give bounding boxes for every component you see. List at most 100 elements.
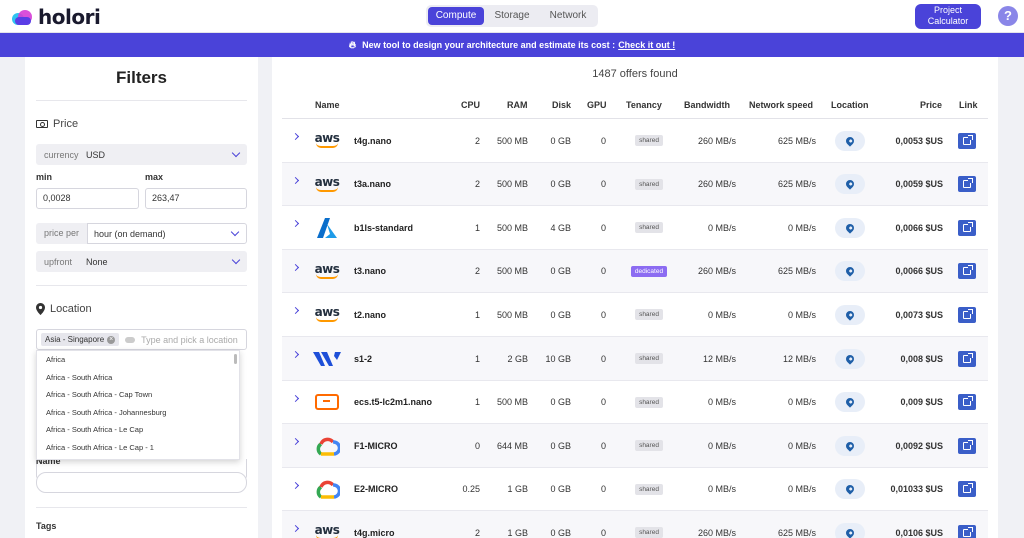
location-heading: Location — [36, 303, 92, 315]
table-row[interactable]: s1-2 1 2 GB 10 GB 0 shared 12 MB/s 12 MB/s 0,008… — [282, 337, 988, 381]
table-row[interactable]: aws t2.nano 1 500 MB 0 GB 0 shared 0 MB/s 0 MB/s… — [282, 293, 988, 337]
table-row[interactable]: b1ls-standard 1 500 MB 4 GB 0 shared 0 MB/s 0 M… — [282, 206, 988, 250]
location-button[interactable] — [835, 392, 865, 413]
vultr-logo-icon — [310, 337, 344, 380]
location-multiselect[interactable]: Asia - Singapore × Type and pick a locat… — [36, 329, 247, 350]
network-speed-value: 0 MB/s — [787, 309, 816, 320]
external-link-button[interactable] — [958, 132, 976, 149]
table-row[interactable]: aws t4g.nano 2 500 MB 0 GB 0 shared 260 MB/s 625… — [282, 119, 988, 163]
help-button[interactable]: ? — [998, 6, 1018, 26]
tab-network[interactable]: Network — [549, 10, 587, 21]
location-button[interactable] — [835, 435, 865, 456]
external-link-button[interactable] — [958, 437, 976, 454]
cpu-value: 2 — [474, 135, 480, 146]
bandwidth-value: 260 MB/s — [697, 135, 736, 146]
table-row[interactable]: aws t3.nano 2 500 MB 0 GB 0 dedicated 260 MB/s 6… — [282, 249, 988, 294]
table-row[interactable]: F1-MICRO 0 644 MB 0 GB 0 shared 0 MB/s 0 MB/s 0,… — [282, 424, 988, 468]
location-button[interactable] — [835, 479, 865, 500]
map-pin-icon — [844, 440, 856, 452]
expand-chevron-icon[interactable] — [291, 159, 301, 202]
upfront-select[interactable]: upfront None — [36, 251, 247, 272]
tab-compute[interactable]: Compute — [428, 7, 484, 25]
location-button[interactable] — [835, 304, 865, 325]
name-input[interactable] — [36, 472, 247, 493]
map-pin-icon — [844, 483, 856, 495]
instance-name: s1-2 — [354, 353, 373, 364]
col-network-speed[interactable]: Network speed — [749, 100, 814, 110]
ram-value: 500 MB — [496, 222, 528, 233]
location-option[interactable]: Africa - South Africa - Johannesburg — [46, 407, 167, 417]
location-button[interactable] — [835, 174, 865, 195]
col-gpu[interactable]: GPU — [587, 100, 607, 110]
col-location[interactable]: Location — [831, 100, 869, 110]
brand-logo[interactable]: holori — [12, 5, 101, 29]
bandwidth-value: 12 MB/s — [702, 353, 736, 364]
announcement-banner: 🔥︎ New tool to design your architecture … — [0, 33, 1024, 57]
dropdown-scrollbar[interactable] — [234, 354, 237, 364]
location-option[interactable]: Africa - South Africa - Le Cap — [46, 425, 144, 435]
cpu-value: 1 — [474, 353, 480, 364]
col-name[interactable]: Name — [315, 100, 340, 110]
col-ram[interactable]: RAM — [507, 100, 528, 110]
bandwidth-value: 0 MB/s — [707, 397, 736, 408]
currency-select[interactable]: currency USD — [36, 144, 247, 165]
external-link-button[interactable] — [958, 263, 976, 280]
bandwidth-value: 260 MB/s — [697, 266, 736, 277]
location-button[interactable] — [835, 217, 865, 238]
gpu-value: 0 — [600, 266, 606, 277]
expand-chevron-icon[interactable] — [291, 377, 301, 420]
col-cpu[interactable]: CPU — [461, 100, 481, 110]
table-row[interactable]: aws t3a.nano 2 500 MB 0 GB 0 shared 260 MB/s 625… — [282, 162, 988, 207]
external-link-button[interactable] — [958, 350, 976, 367]
bandwidth-value: 260 MB/s — [697, 179, 736, 190]
divider — [36, 507, 247, 508]
external-link-button[interactable] — [958, 394, 976, 411]
disk-value: 0 GB — [550, 135, 571, 146]
expand-chevron-icon[interactable] — [291, 289, 301, 332]
expand-chevron-icon[interactable] — [291, 246, 301, 289]
tab-storage[interactable]: Storage — [494, 10, 530, 21]
col-disk[interactable]: Disk — [552, 100, 572, 110]
expand-chevron-icon[interactable] — [291, 202, 301, 245]
expand-chevron-icon[interactable] — [291, 333, 301, 376]
table-row[interactable]: E2-MICRO 0.25 1 GB 0 GB 0 shared 0 MB/s 0 MB/s 0… — [282, 468, 988, 512]
remove-tag-icon[interactable]: × — [107, 335, 116, 344]
toggle-icon[interactable] — [125, 336, 136, 343]
location-button[interactable] — [835, 130, 865, 151]
banner-link[interactable]: Check it out ! — [618, 40, 676, 50]
expand-chevron-icon[interactable] — [291, 420, 301, 463]
gpu-value: 0 — [600, 484, 606, 495]
project-calculator-button[interactable]: Project Calculator — [915, 4, 981, 29]
col-price[interactable]: Price — [920, 100, 943, 110]
location-option[interactable]: Africa - South Africa - Le Cap - 1 — [46, 442, 154, 452]
external-link-button[interactable] — [958, 524, 976, 538]
instance-name: t3a.nano — [354, 179, 392, 190]
upfront-value: None — [86, 256, 108, 267]
col-tenancy[interactable]: Tenancy — [626, 100, 662, 110]
tags-label: Tags — [36, 521, 57, 531]
expand-chevron-icon[interactable] — [291, 507, 301, 538]
external-link-button[interactable] — [958, 306, 976, 323]
min-price-input[interactable]: 0,0028 — [36, 188, 139, 209]
table-row[interactable]: ecs.t5-lc2m1.nano 1 500 MB 0 GB 0 shared 0 MB/… — [282, 381, 988, 425]
col-bandwidth[interactable]: Bandwidth — [684, 100, 730, 110]
max-price-input[interactable]: 263,47 — [145, 188, 247, 209]
network-speed-value: 625 MB/s — [777, 179, 816, 190]
expand-chevron-icon[interactable] — [291, 115, 301, 158]
external-link-button[interactable] — [958, 176, 976, 193]
expand-chevron-icon[interactable] — [291, 464, 301, 507]
location-option[interactable]: Africa — [46, 355, 66, 364]
location-option[interactable]: Africa - South Africa - Cap Town — [46, 390, 153, 400]
gpu-value: 0 — [600, 222, 606, 233]
location-option[interactable]: Africa - South Africa — [46, 372, 113, 382]
col-link[interactable]: Link — [959, 100, 978, 110]
table-row[interactable]: aws t4g.micro 2 1 GB 0 GB 0 shared 260 MB/s 625 … — [282, 511, 988, 538]
location-button[interactable] — [835, 261, 865, 282]
price-per-select[interactable]: price per hour (on demand) — [36, 223, 247, 244]
location-button[interactable] — [835, 522, 865, 538]
ram-value: 1 GB — [507, 527, 528, 538]
location-button[interactable] — [835, 348, 865, 369]
external-link-button[interactable] — [958, 481, 976, 498]
external-link-button[interactable] — [958, 219, 976, 236]
location-search-input[interactable]: Type and pick a location — [141, 334, 238, 345]
